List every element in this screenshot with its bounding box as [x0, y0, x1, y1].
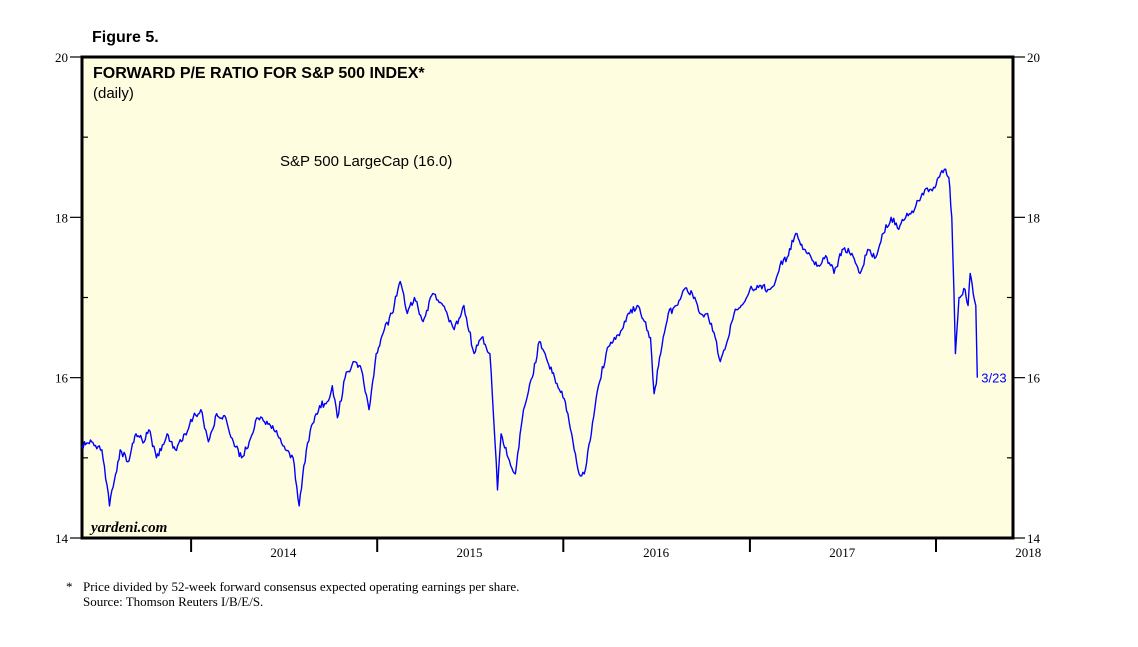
x-tick-label: 2015: [456, 545, 482, 560]
chart-subtitle: (daily): [93, 85, 134, 102]
chart-title: FORWARD P/E RATIO FOR S&P 500 INDEX*: [93, 65, 425, 82]
y-tick-label-left: 18: [55, 210, 68, 225]
y-axis-left: 14 16 18 20: [55, 50, 88, 546]
y-tick-label-left: 14: [55, 531, 69, 546]
y-tick-label-right: 14: [1027, 531, 1041, 546]
y-tick-label-left: 16: [55, 371, 69, 386]
plot-panel: [80, 55, 1015, 540]
x-axis: 2014 2015 2016 2017 2018: [190, 538, 1041, 560]
watermark: yardeni.com: [89, 520, 167, 536]
series-pe-ratio: [81, 168, 978, 507]
x-tick-label: 2017: [829, 545, 856, 560]
x-tick-label: 2016: [643, 545, 670, 560]
series-line: [81, 168, 978, 507]
figure-label: Figure 5.: [92, 29, 159, 46]
last-point-label: 3/23: [981, 371, 1006, 386]
y-axis-right: 14 16 18 20: [1007, 50, 1041, 546]
y-tick-label-left: 20: [55, 50, 68, 65]
footnote: * Price divided by 52-week forward consen…: [66, 579, 519, 609]
footnote-line-1: Price divided by 52-week forward consens…: [83, 579, 520, 594]
x-tick-label: 2018: [1015, 545, 1041, 560]
series-label: S&P 500 LargeCap (16.0): [280, 153, 452, 170]
footnote-source: Source: Thomson Reuters I/B/E/S.: [83, 594, 264, 609]
y-tick-label-right: 20: [1027, 50, 1040, 65]
y-tick-label-right: 16: [1027, 371, 1041, 386]
y-tick-label-right: 18: [1027, 210, 1040, 225]
x-tick-label: 2014: [270, 545, 297, 560]
footnote-marker: *: [66, 579, 73, 594]
